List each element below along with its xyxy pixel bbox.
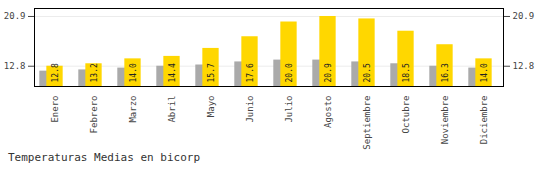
svg-text:Septiembre: Septiembre bbox=[362, 96, 372, 150]
svg-text:12.8: 12.8 bbox=[51, 63, 60, 82]
svg-text:14.4: 14.4 bbox=[168, 63, 177, 82]
svg-text:Agosto: Agosto bbox=[323, 96, 333, 129]
svg-text:Noviembre: Noviembre bbox=[440, 96, 450, 145]
html-text:Temperaturas Medias en bicorp: Temperaturas Medias en bicorp bbox=[8, 151, 201, 164]
svg-text:18.5: 18.5 bbox=[402, 63, 411, 82]
svg-text:16.3: 16.3 bbox=[441, 63, 450, 82]
svg-text:14.0: 14.0 bbox=[129, 63, 138, 82]
svg-text:20.9: 20.9 bbox=[324, 63, 333, 82]
svg-text:14.0: 14.0 bbox=[480, 63, 489, 82]
svg-text:20.5: 20.5 bbox=[363, 63, 372, 82]
svg-text:Marzo: Marzo bbox=[128, 96, 138, 123]
svg-text:20.9: 20.9 bbox=[4, 11, 26, 21]
svg-text:Octubre: Octubre bbox=[401, 96, 411, 134]
svg-text:Enero: Enero bbox=[50, 96, 60, 123]
svg-text:Junio: Junio bbox=[245, 96, 255, 123]
svg-text:20.0: 20.0 bbox=[285, 63, 294, 82]
svg-text:13.2: 13.2 bbox=[90, 63, 99, 82]
svg-text:Mayo: Mayo bbox=[206, 96, 216, 118]
svg-text:17.6: 17.6 bbox=[246, 63, 255, 82]
svg-text:Febrero: Febrero bbox=[89, 96, 99, 134]
svg-text:Diciembre: Diciembre bbox=[479, 96, 489, 145]
svg-text:12.8: 12.8 bbox=[4, 61, 26, 71]
svg-text:Abril: Abril bbox=[167, 96, 177, 123]
svg-text:20.9: 20.9 bbox=[513, 11, 535, 21]
svg-text:12.8: 12.8 bbox=[513, 61, 535, 71]
svg-text:Julio: Julio bbox=[284, 96, 294, 123]
svg-text:15.7: 15.7 bbox=[207, 63, 216, 82]
